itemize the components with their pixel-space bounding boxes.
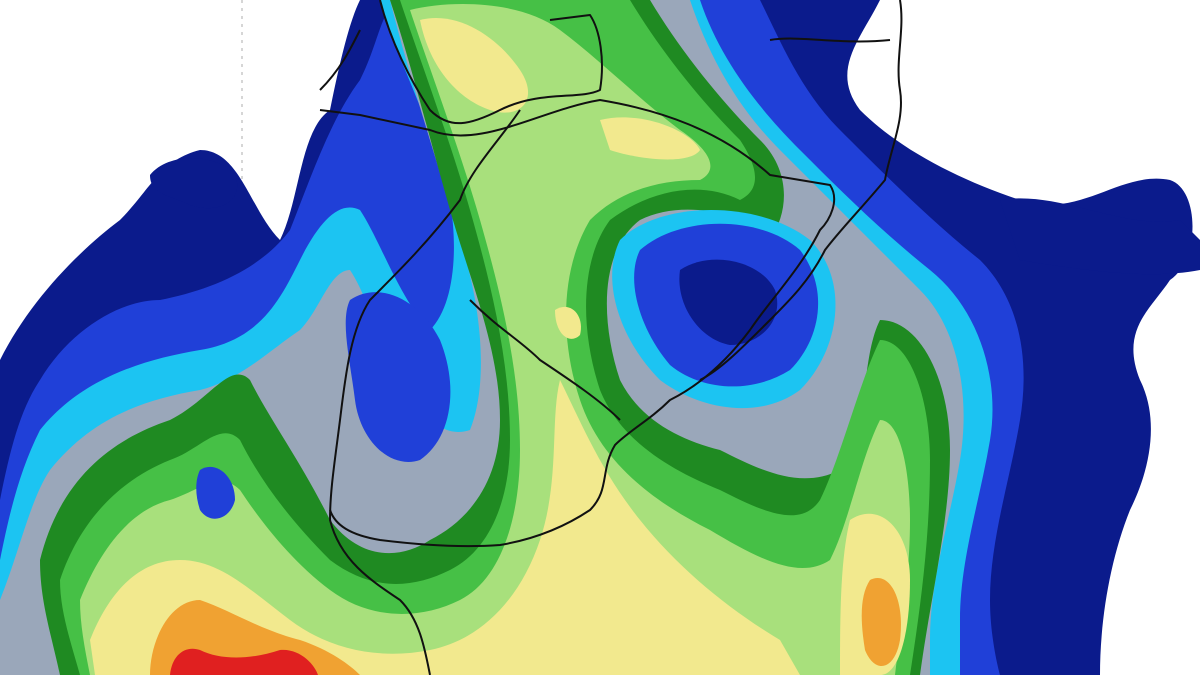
country-border bbox=[469, 299, 621, 421]
rain-patch-navy bbox=[1000, 198, 1200, 275]
rain-patch-yellow bbox=[420, 18, 529, 113]
country-border bbox=[319, 29, 361, 91]
rain-patch-navy bbox=[150, 158, 238, 209]
rain-patch-yellow bbox=[555, 306, 581, 339]
rain-band-light-green bbox=[80, 4, 910, 675]
rain-patch-orange bbox=[861, 578, 901, 667]
country-border bbox=[329, 109, 521, 675]
rain-pocket-blue bbox=[196, 466, 235, 519]
country-border bbox=[379, 0, 603, 125]
rain-band-red bbox=[170, 648, 318, 675]
rain-pocket-blue bbox=[345, 292, 451, 462]
rain-band-green bbox=[60, 0, 930, 675]
rain-pocket-navy bbox=[679, 259, 778, 345]
rain-patch-yellow bbox=[600, 117, 700, 160]
rain-band-yellow bbox=[90, 380, 800, 675]
country-border bbox=[769, 37, 891, 43]
coastline bbox=[699, 0, 903, 381]
